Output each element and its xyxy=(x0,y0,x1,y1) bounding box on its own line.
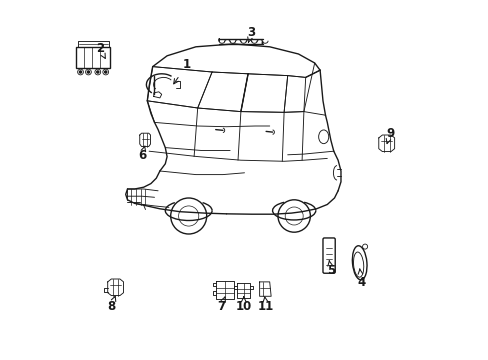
Circle shape xyxy=(87,71,89,73)
Text: 7: 7 xyxy=(217,297,225,313)
Text: 2: 2 xyxy=(96,42,105,58)
Text: 6: 6 xyxy=(138,146,146,162)
Circle shape xyxy=(97,71,99,73)
Text: 5: 5 xyxy=(326,261,334,276)
Text: 10: 10 xyxy=(235,297,251,313)
Text: 11: 11 xyxy=(258,297,274,313)
Text: 4: 4 xyxy=(357,269,365,289)
Circle shape xyxy=(79,71,81,73)
Text: 8: 8 xyxy=(107,296,116,313)
Text: 3: 3 xyxy=(247,26,255,42)
Text: 9: 9 xyxy=(386,127,394,144)
Circle shape xyxy=(104,71,106,73)
Text: 1: 1 xyxy=(173,58,191,84)
